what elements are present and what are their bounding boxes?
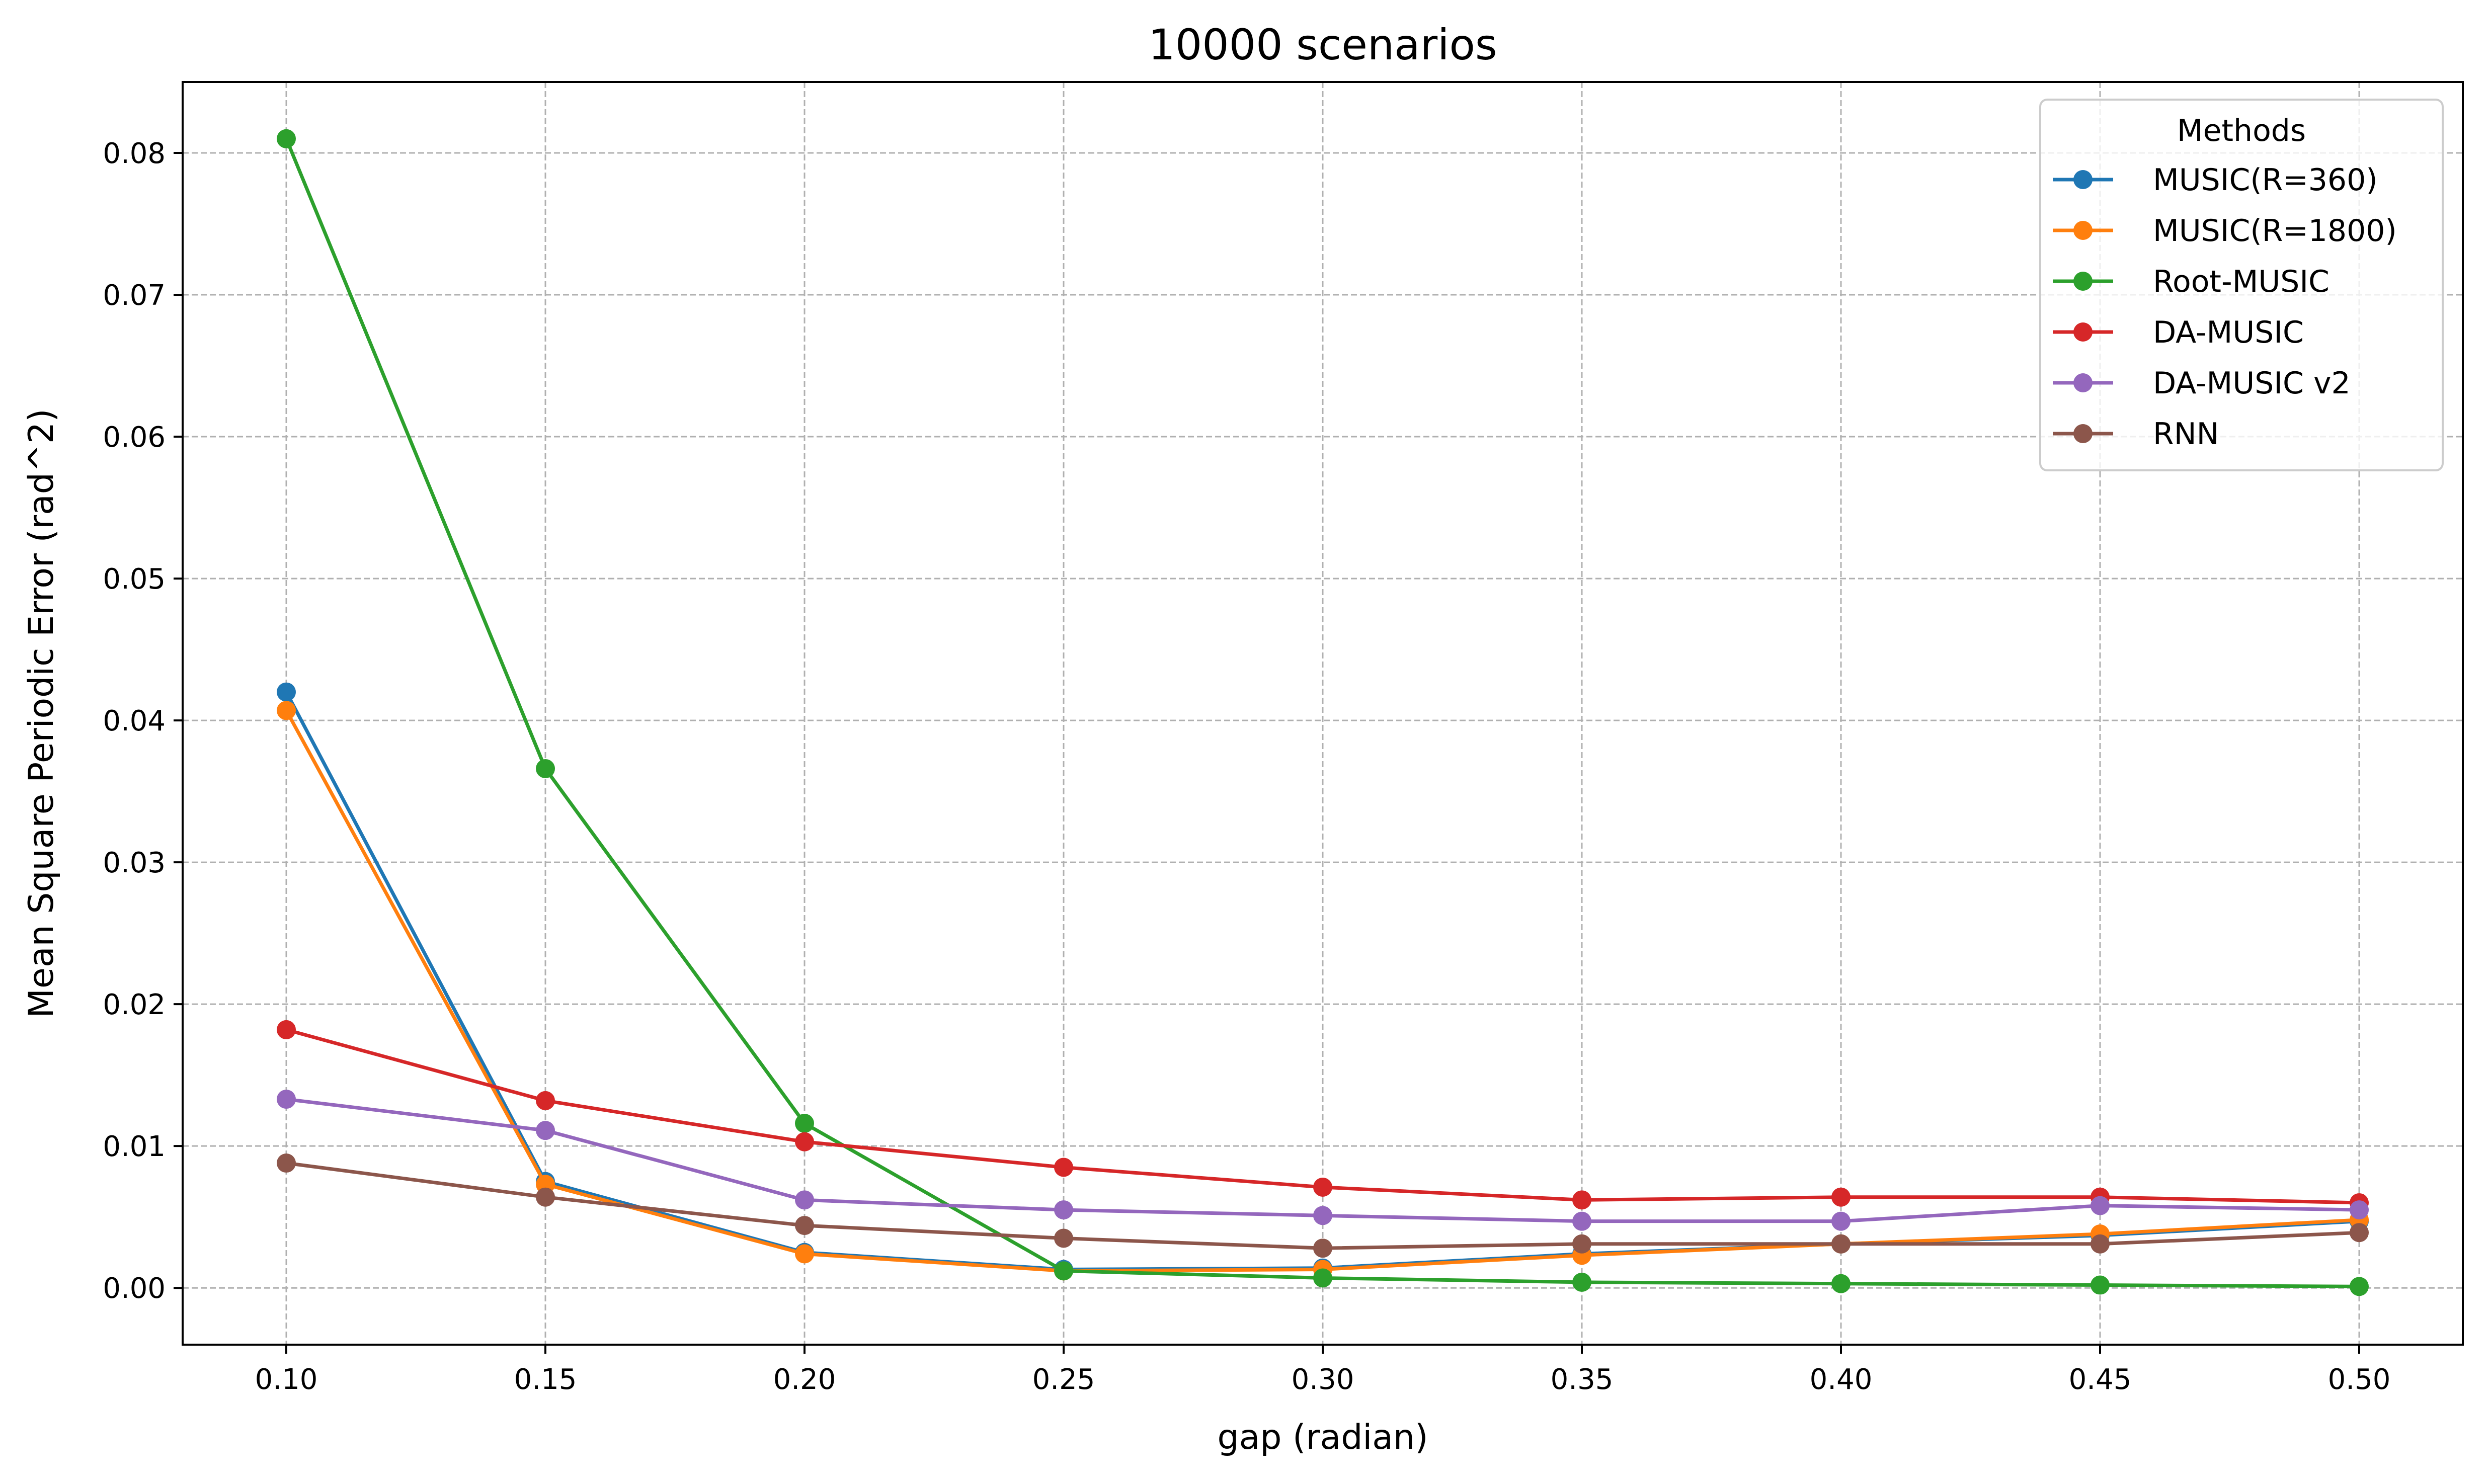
data-point: [2350, 1277, 2369, 1296]
data-point: [1054, 1228, 1073, 1248]
legend-marker: [2073, 170, 2093, 189]
legend: Methods MUSIC(R=360) MUSIC(R=1800) Root-MU…: [2039, 99, 2444, 471]
y-tick-label: 0.04: [103, 705, 166, 737]
data-point: [1572, 1190, 1591, 1210]
series-group: [277, 1090, 2369, 1231]
legend-marker: [2073, 373, 2093, 392]
data-point: [795, 1190, 814, 1210]
data-point: [2350, 1200, 2369, 1220]
data-point: [1054, 1261, 1073, 1281]
data-point: [277, 701, 296, 720]
data-point: [277, 1020, 296, 1039]
x-tick-label: 0.50: [2328, 1363, 2391, 1396]
legend-label: MUSIC(R=1800): [2153, 213, 2397, 249]
data-point: [1572, 1211, 1591, 1231]
data-point: [1572, 1272, 1591, 1292]
legend-label: RNN: [2153, 417, 2219, 452]
series-group: [277, 129, 2369, 1296]
y-axis-ticks: 0.00 0.01 0.02 0.03 0.04 0.05 0.06 0.07 0.08: [103, 137, 183, 1305]
y-tick-label: 0.06: [103, 421, 166, 454]
legend-marker: [2073, 322, 2093, 342]
data-point: [2091, 1234, 2110, 1254]
data-point: [1831, 1187, 1851, 1207]
data-point: [795, 1132, 814, 1151]
x-tick-label: 0.15: [514, 1363, 577, 1396]
y-tick-label: 0.03: [103, 847, 166, 879]
data-point: [1572, 1234, 1591, 1254]
data-point: [795, 1244, 814, 1264]
y-tick-label: 0.00: [103, 1272, 166, 1305]
data-point: [536, 1187, 555, 1207]
x-tick-label: 0.25: [1032, 1363, 1095, 1396]
data-point: [1054, 1200, 1073, 1220]
legend-marker: [2073, 272, 2093, 291]
data-point: [536, 759, 555, 778]
data-point: [1313, 1268, 1332, 1288]
chart-title: 10000 scenarios: [1148, 20, 1497, 69]
data-point: [1831, 1211, 1851, 1231]
legend-label: MUSIC(R=360): [2153, 162, 2378, 198]
data-point: [277, 129, 296, 148]
data-point: [1831, 1234, 1851, 1254]
legend-title: Methods: [2177, 113, 2306, 148]
y-tick-label: 0.05: [103, 563, 166, 596]
x-axis-label: gap (radian): [1217, 1418, 1428, 1457]
data-point: [536, 1091, 555, 1110]
y-tick-label: 0.07: [103, 279, 166, 312]
x-tick-label: 0.30: [1292, 1363, 1354, 1396]
data-point: [277, 1153, 296, 1173]
x-tick-label: 0.45: [2069, 1363, 2132, 1396]
legend-marker: [2073, 424, 2093, 443]
legend-box: [2039, 99, 2444, 471]
y-tick-label: 0.01: [103, 1130, 166, 1163]
legend-item: DA-MUSIC: [2053, 315, 2304, 350]
series-layer: [277, 129, 2369, 1296]
legend-marker: [2073, 221, 2093, 240]
data-point: [1054, 1158, 1073, 1177]
data-point: [536, 1121, 555, 1140]
x-axis-ticks: 0.10 0.15 0.20 0.25 0.30 0.35 0.40 0.45 0.50: [255, 1345, 2391, 1396]
legend-label: DA-MUSIC: [2153, 315, 2304, 350]
legend-item: Root-MUSIC: [2053, 264, 2330, 299]
data-point: [795, 1114, 814, 1133]
x-tick-label: 0.20: [773, 1363, 836, 1396]
data-point: [277, 682, 296, 702]
x-tick-label: 0.10: [255, 1363, 318, 1396]
series-group: [277, 1153, 2369, 1258]
data-point: [1313, 1206, 1332, 1225]
legend-items: MUSIC(R=360) MUSIC(R=1800) Root-MUSIC DA-MU…: [2053, 162, 2397, 452]
x-tick-label: 0.35: [1551, 1363, 1614, 1396]
data-point: [2091, 1196, 2110, 1215]
data-point: [1313, 1239, 1332, 1258]
data-point: [795, 1216, 814, 1235]
legend-label: Root-MUSIC: [2153, 264, 2330, 299]
x-tick-label: 0.40: [1810, 1363, 1873, 1396]
data-point: [1831, 1274, 1851, 1293]
y-tick-label: 0.08: [103, 137, 166, 170]
data-point: [2091, 1275, 2110, 1295]
legend-label: DA-MUSIC v2: [2153, 366, 2351, 401]
legend-item: MUSIC(R=360): [2053, 162, 2378, 198]
data-point: [277, 1090, 296, 1109]
legend-item: RNN: [2053, 417, 2219, 452]
legend-item: DA-MUSIC v2: [2053, 366, 2351, 401]
data-point: [2350, 1223, 2369, 1243]
legend-item: MUSIC(R=1800): [2053, 213, 2397, 249]
data-point: [1313, 1177, 1332, 1197]
y-axis-label: Mean Square Periodic Error (rad^2): [22, 408, 61, 1018]
y-tick-label: 0.02: [103, 988, 166, 1021]
